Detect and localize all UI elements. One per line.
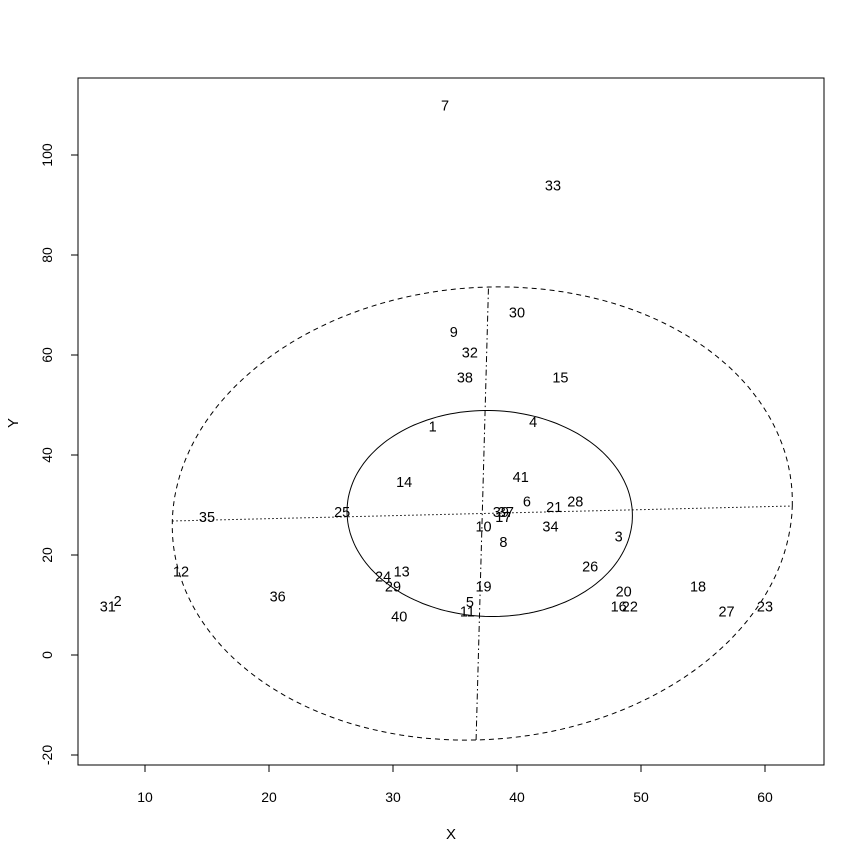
point-label-24: 24	[375, 570, 391, 586]
point-label-32: 32	[462, 346, 478, 362]
y-tick-label: 80	[39, 247, 55, 263]
x-tick-label: 30	[385, 789, 401, 805]
inner-ellipse	[346, 410, 633, 617]
point-label-30: 30	[509, 306, 525, 322]
point-label-25: 25	[334, 505, 350, 521]
point-label-12: 12	[173, 565, 189, 581]
point-label-4: 4	[529, 415, 537, 431]
point-label-21: 21	[546, 500, 562, 516]
point-label-14: 14	[396, 475, 412, 491]
point-label-3: 3	[615, 530, 623, 546]
x-tick-label: 20	[261, 789, 277, 805]
point-label-28: 28	[567, 495, 583, 511]
point-label-40: 40	[391, 610, 407, 626]
y-tick-label: 100	[39, 143, 55, 167]
point-label-37: 37	[498, 505, 514, 521]
point-label-26: 26	[582, 560, 598, 576]
point-label-29: 29	[385, 580, 401, 596]
y-tick-label: 60	[39, 347, 55, 363]
point-label-35: 35	[199, 510, 215, 526]
point-label-8: 8	[499, 535, 507, 551]
point-label-41: 41	[513, 470, 529, 486]
point-label-7: 7	[441, 99, 449, 115]
point-label-13: 13	[394, 565, 410, 581]
ellipse-layer	[171, 286, 793, 741]
x-tick-label: 50	[633, 789, 649, 805]
x-tick-label: 40	[509, 789, 525, 805]
point-label-1: 1	[429, 420, 437, 436]
point-label-20: 20	[616, 585, 632, 601]
point-label-33: 33	[545, 179, 561, 195]
point-label-2: 2	[114, 594, 122, 610]
point-label-6: 6	[523, 495, 531, 511]
y-tick-label: 40	[39, 447, 55, 463]
point-label-23: 23	[757, 600, 773, 616]
point-label-22: 22	[622, 600, 638, 616]
point-label-36: 36	[270, 590, 286, 606]
point-label-18: 18	[690, 580, 706, 596]
x-tick-label: 60	[757, 789, 773, 805]
point-label-34: 34	[542, 520, 558, 536]
point-label-5: 5	[466, 595, 474, 611]
major-axis-line	[172, 505, 793, 522]
point-label-15: 15	[552, 371, 568, 387]
point-label-39: 39	[493, 505, 509, 521]
point-label-16: 16	[611, 600, 627, 616]
x-tick-label: 10	[137, 789, 153, 805]
x-axis-label: X	[446, 826, 456, 843]
y-tick-label: 0	[39, 651, 55, 659]
point-label-17: 17	[495, 510, 511, 526]
point-label-19: 19	[475, 580, 491, 596]
point-label-31: 31	[100, 600, 116, 616]
y-tick-label: -20	[39, 745, 55, 765]
point-label-10: 10	[475, 520, 491, 536]
point-label-11: 11	[460, 605, 475, 621]
point-label-38: 38	[457, 371, 473, 387]
point-label-27: 27	[718, 605, 734, 621]
y-tick-label: 20	[39, 547, 55, 563]
axis-layer: 10 20 30 40 50 60 -20 0 20 40 60 80 100	[39, 143, 773, 805]
y-axis-label: Y	[5, 418, 22, 428]
point-label-9: 9	[450, 325, 458, 341]
